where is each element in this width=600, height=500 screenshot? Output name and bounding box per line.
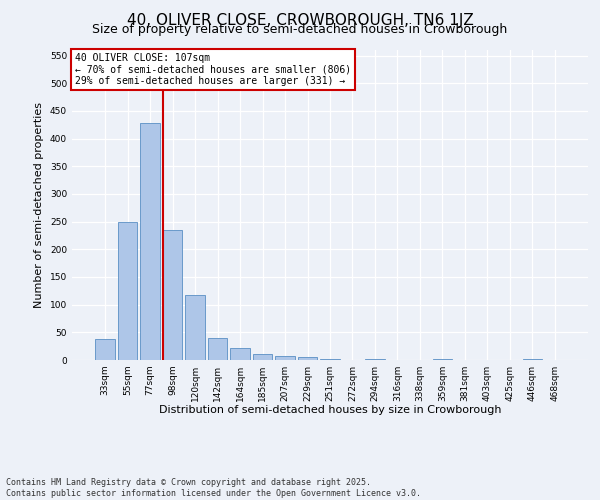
Bar (163, 230, 182, 360)
Y-axis label: Number of semi-detached properties: Number of semi-detached properties (34, 102, 44, 308)
Bar (185, 294, 205, 360)
Bar (320, 359, 340, 360)
X-axis label: Distribution of semi-detached houses by size in Crowborough: Distribution of semi-detached houses by … (159, 406, 501, 415)
Bar (523, 359, 542, 360)
Text: Size of property relative to semi-detached houses in Crowborough: Size of property relative to semi-detach… (92, 22, 508, 36)
Text: 40 OLIVER CLOSE: 107sqm
← 70% of semi-detached houses are smaller (806)
29% of s: 40 OLIVER CLOSE: 107sqm ← 70% of semi-de… (74, 53, 351, 86)
Bar (253, 354, 272, 360)
Text: Contains HM Land Registry data © Crown copyright and database right 2025.
Contai: Contains HM Land Registry data © Crown c… (6, 478, 421, 498)
Bar (230, 348, 250, 360)
Bar (365, 359, 385, 360)
Bar (298, 357, 317, 360)
Bar (208, 338, 227, 360)
Bar (275, 356, 295, 360)
Bar (140, 123, 160, 360)
Bar (433, 359, 452, 360)
Text: 40, OLIVER CLOSE, CROWBOROUGH, TN6 1JZ: 40, OLIVER CLOSE, CROWBOROUGH, TN6 1JZ (127, 12, 473, 28)
Bar (118, 222, 137, 360)
Bar (95, 339, 115, 360)
